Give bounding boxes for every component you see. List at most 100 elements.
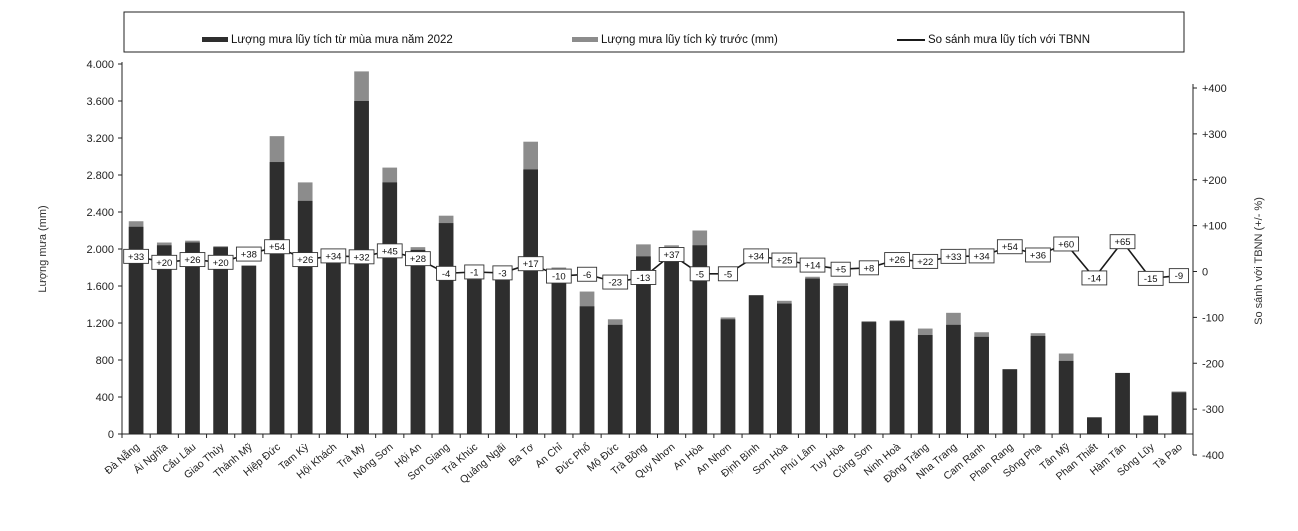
comparison-label: +34 xyxy=(974,251,990,262)
bar-current xyxy=(185,242,200,434)
bars xyxy=(128,71,1187,435)
comparison-label-box xyxy=(1081,270,1108,286)
comparison-label-box xyxy=(602,274,629,290)
comparison-label: +14 xyxy=(804,261,820,272)
y-tick-label: 2.000 xyxy=(86,244,114,256)
comparison-label: -1 xyxy=(470,267,478,278)
y-tick-label: 2.400 xyxy=(86,207,114,219)
y-tick-label: 400 xyxy=(96,392,114,404)
comparison-label-box xyxy=(658,247,685,262)
comparison-label-box xyxy=(1025,247,1051,263)
bar-current xyxy=(720,319,736,434)
bar-current xyxy=(664,250,679,434)
comparison-line: +33 +20 +26 +20 +38 +54 +26 +34 +32 +45 +28 -4 -1 -3 +… xyxy=(123,234,1189,290)
bar-current xyxy=(1143,415,1159,434)
bar-current xyxy=(156,245,172,434)
comparison-label-box xyxy=(771,252,798,268)
comparison-label: +25 xyxy=(776,256,792,267)
bar-current xyxy=(1087,417,1102,434)
comparison-label: +5 xyxy=(835,265,846,276)
comparison-label: +60 xyxy=(1058,239,1074,250)
comparison-label-box xyxy=(996,239,1023,255)
comparison-label-box xyxy=(436,265,457,281)
bar-current xyxy=(495,274,510,434)
bar-current xyxy=(692,245,708,434)
y2-axis-ticks: -400 -300 -200 -100 0 +100 +200 +300 +400 xyxy=(1193,83,1227,462)
comparison-label: -4 xyxy=(442,269,450,280)
comparison-label-box xyxy=(320,248,347,264)
bar-current xyxy=(748,295,764,434)
comparison-label-box xyxy=(968,248,995,264)
comparison-label-box xyxy=(179,252,206,268)
bar-current xyxy=(607,324,623,434)
y2-tick-label: -200 xyxy=(1202,358,1224,370)
comparison-label: +20 xyxy=(156,258,172,269)
comparison-label-box xyxy=(207,254,234,270)
bar-current xyxy=(889,321,905,434)
comparison-label-box xyxy=(292,252,319,268)
comparison-label-box xyxy=(884,252,910,268)
comparison-label: +38 xyxy=(241,250,257,261)
y-tick-label: 4.000 xyxy=(86,59,114,71)
bar-current xyxy=(523,169,538,434)
bar-current xyxy=(241,265,257,434)
comparison-label-box xyxy=(123,248,149,264)
y-axis-label: Lượng mưa (mm) xyxy=(37,205,49,292)
legend-label-previous: Lượng mưa lũy tích kỳ trước (mm) xyxy=(601,34,778,46)
comparison-label: +26 xyxy=(297,255,313,266)
comparison-label: -14 xyxy=(1087,273,1101,284)
bar-current xyxy=(1171,392,1187,434)
comparison-label: +22 xyxy=(917,257,933,268)
bar-current xyxy=(1002,369,1018,434)
bar-current xyxy=(636,256,651,434)
comparison-label-box xyxy=(1168,268,1189,284)
comparison-label-box xyxy=(517,256,544,272)
comparison-label-box xyxy=(546,268,572,284)
legend-box xyxy=(123,11,1185,53)
bar-current xyxy=(777,303,792,434)
comparison-label: +26 xyxy=(889,255,905,266)
comparison-label: +26 xyxy=(184,255,200,266)
comparison-label: +20 xyxy=(213,258,229,269)
bar-current xyxy=(1030,335,1046,434)
comparison-label: -15 xyxy=(1144,274,1158,285)
y2-tick-label: -300 xyxy=(1202,404,1224,416)
y2-tick-label: +200 xyxy=(1202,175,1227,187)
comparison-label: -10 xyxy=(552,272,566,283)
comparison-label: +54 xyxy=(1002,242,1018,253)
bar-current xyxy=(354,101,369,434)
comparison-label: +36 xyxy=(1030,250,1046,261)
y-tick-label: 2.800 xyxy=(86,170,114,182)
comparison-label-box xyxy=(1053,236,1080,252)
y-tick-label: 3.600 xyxy=(86,96,114,108)
y2-axis-label: So sánh với TBNN (+/- %) xyxy=(1253,197,1265,325)
comparison-label-box xyxy=(151,254,178,270)
comparison-label: -6 xyxy=(583,270,591,281)
comparison-label: +28 xyxy=(410,254,426,265)
comparison-label-box xyxy=(492,265,513,281)
bar-current xyxy=(946,324,961,434)
legend-label-current: Lượng mưa lũy tích từ mùa mưa năm 2022 xyxy=(231,34,453,46)
bar-current xyxy=(551,270,567,434)
comparison-label-box xyxy=(1137,270,1164,286)
bar-current xyxy=(579,306,595,434)
comparison-label: +33 xyxy=(128,252,144,263)
comparison-label: +34 xyxy=(325,251,341,262)
comparison-label-box xyxy=(858,260,879,276)
y2-tick-label: +100 xyxy=(1202,221,1227,233)
comparison-label-box xyxy=(940,248,967,264)
comparison-label-box xyxy=(912,253,939,269)
axes xyxy=(121,62,1194,455)
comparison-label-box xyxy=(376,243,403,259)
comparison-label-box xyxy=(1109,234,1136,250)
comparison-label: -3 xyxy=(498,268,506,279)
bar-current xyxy=(974,336,989,434)
bar-current xyxy=(438,223,454,434)
bar-current xyxy=(1115,372,1130,434)
y-axis-ticks: 0 400 800 1.200 1.600 2.000 2.400 2.800 3.200 3.6… xyxy=(86,59,122,441)
comparison-label-box xyxy=(235,246,262,262)
comparison-label: +34 xyxy=(748,251,764,262)
comparison-label-box xyxy=(630,270,657,285)
comparison-label-box xyxy=(743,248,769,264)
comparison-label: -13 xyxy=(637,273,651,284)
